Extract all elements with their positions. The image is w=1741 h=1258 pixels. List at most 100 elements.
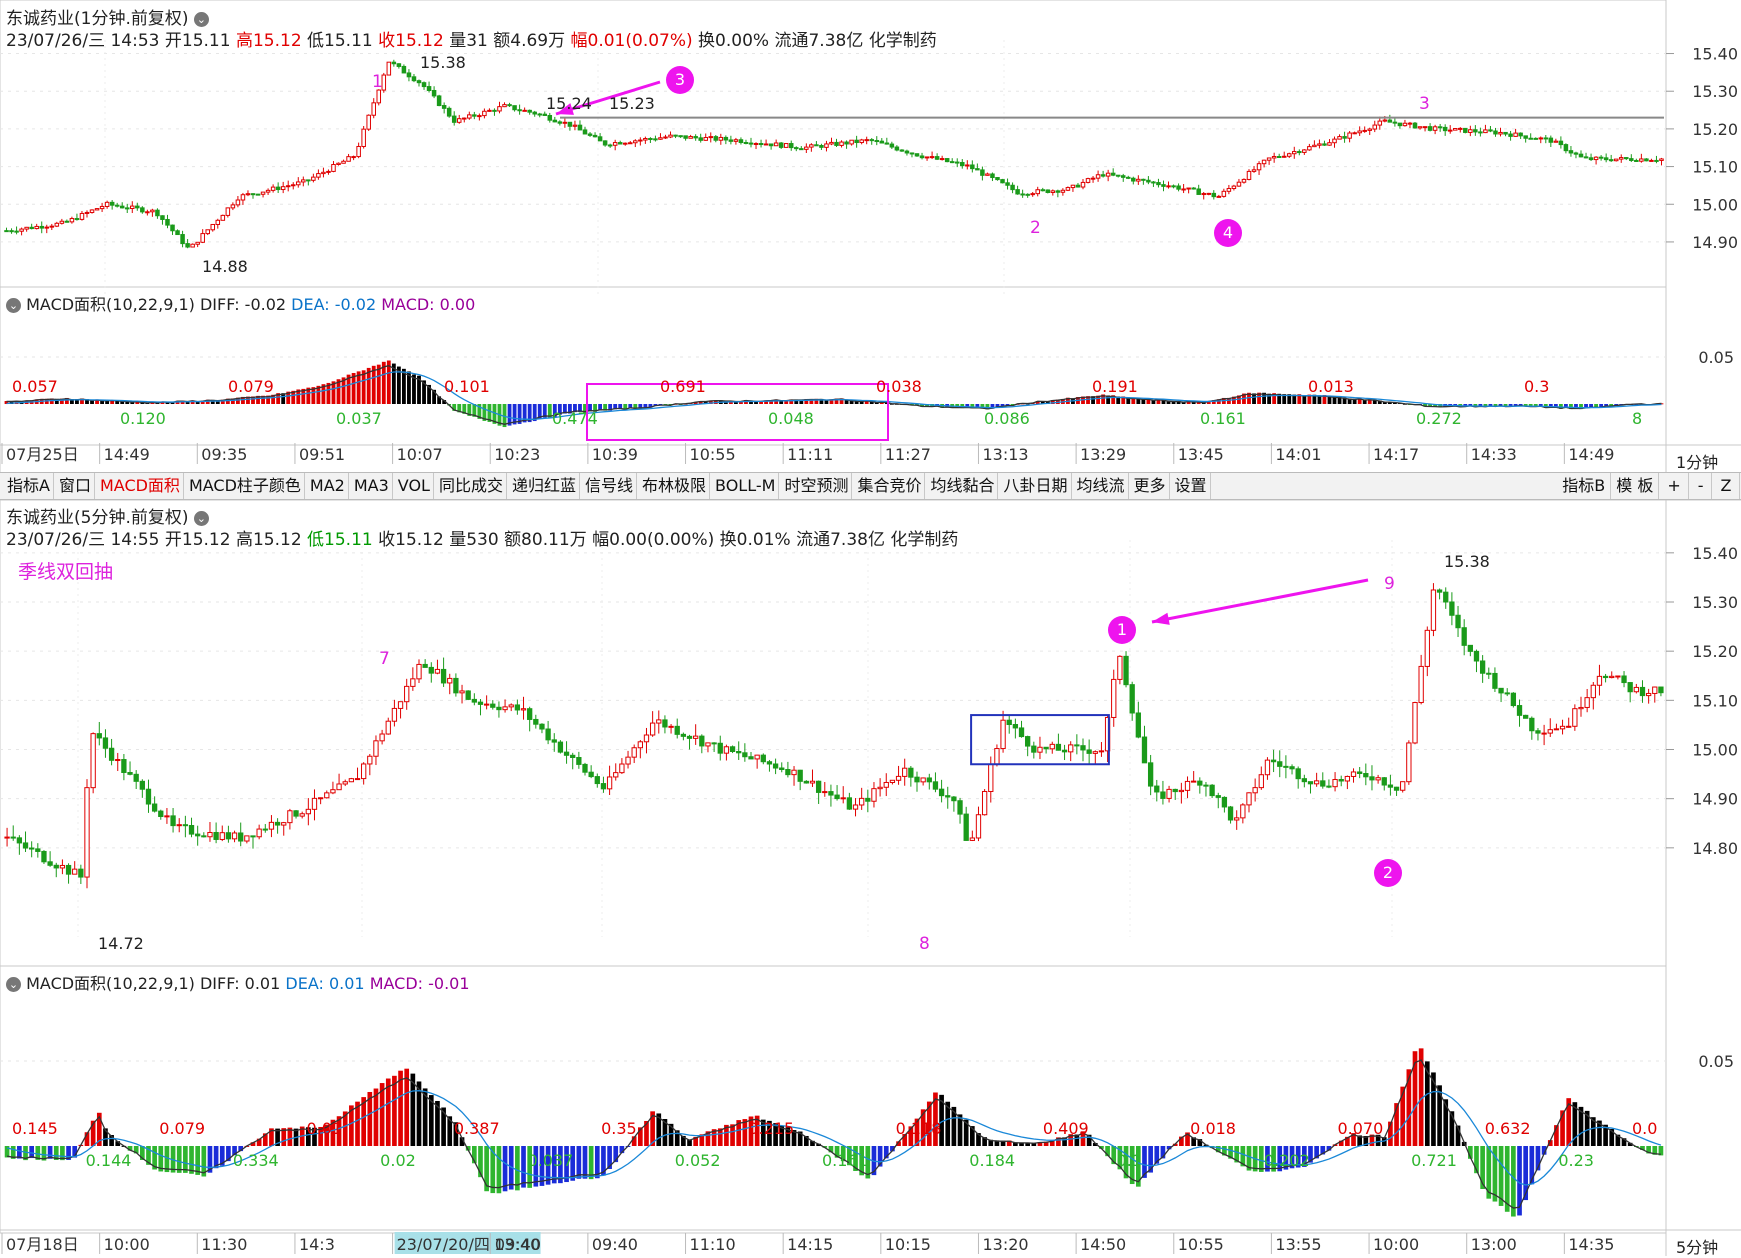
bottom-macd-bar xyxy=(41,1146,47,1161)
top-macd-bar xyxy=(170,402,175,404)
toolbar-item-5[interactable]: MA3 xyxy=(351,473,393,499)
top-candle-body xyxy=(949,161,955,164)
time-axis-label: 07月25日 xyxy=(6,445,79,464)
top-macd-bar xyxy=(1171,401,1176,404)
toolbar-right-item-1[interactable]: - xyxy=(1690,473,1713,499)
bottom-candle-body xyxy=(957,800,963,815)
top-candle-body xyxy=(1377,120,1383,126)
bottom-candle-body xyxy=(483,703,490,706)
top-candle-body xyxy=(311,176,316,181)
time-axis-label: 14:35 xyxy=(1568,1235,1614,1254)
chevron-down-icon[interactable]: ⌄ xyxy=(193,11,209,27)
bottom-candle-body xyxy=(865,797,871,802)
period-label-top[interactable]: 1分钟 xyxy=(1676,453,1719,472)
time-axis-label: 13:13 xyxy=(982,445,1028,464)
top-macd-bar xyxy=(648,404,653,408)
top-candle-body xyxy=(245,193,251,196)
bottom-candle-body xyxy=(311,797,318,810)
top-candle-body xyxy=(371,102,376,116)
top-candle-body xyxy=(396,63,402,67)
toolbar-item-15[interactable]: 八卦日期 xyxy=(1000,473,1072,499)
toolbar-item-8[interactable]: 递归红蓝 xyxy=(509,473,580,499)
top-candle-body xyxy=(391,61,397,65)
bottom-macd-bar xyxy=(1160,1146,1166,1159)
top-macd-bar xyxy=(1045,401,1050,404)
top-candle-body xyxy=(743,142,749,145)
toolbar-right-item-4[interactable]: 指标B xyxy=(1558,473,1611,499)
chevron-down-icon[interactable]: ⌄ xyxy=(193,510,209,526)
bottom-candle-body xyxy=(815,780,822,793)
top-candle-body xyxy=(482,110,487,117)
top-candle-body xyxy=(939,158,945,161)
bottom-macd-bar xyxy=(1363,1136,1369,1146)
toolbar-item-1[interactable]: 窗口 xyxy=(56,473,95,499)
top-macd-header[interactable]: ⌄ MACD面积(10,22,9,1) DIFF: -0.02 DEA: -0.… xyxy=(6,291,475,315)
toolbar-item-16[interactable]: 均线流 xyxy=(1074,473,1129,499)
bottom-macd-bar xyxy=(644,1120,649,1146)
top-candle-body xyxy=(1105,172,1111,177)
top-macd-bar xyxy=(1096,395,1101,404)
toolbar-item-10[interactable]: 布林极限 xyxy=(639,473,711,499)
toolbar-item-14[interactable]: 均线黏合 xyxy=(927,473,999,499)
bottom-candle-body xyxy=(477,701,484,705)
toolbar-item-6[interactable]: VOL xyxy=(395,473,434,499)
top-candle-body xyxy=(1095,174,1101,179)
top-panel-title[interactable]: 东诚药业(1分钟.前复权) ⌄ xyxy=(6,4,209,29)
top-macd-area-label: 0.191 xyxy=(1092,377,1138,396)
macd-diff: DIFF: -0.02 xyxy=(199,295,287,314)
bottom-macd-bar xyxy=(269,1128,274,1146)
toolbar-item-18[interactable]: 设置 xyxy=(1172,473,1211,499)
top-macd-bar xyxy=(276,393,281,404)
bottom-candle-body xyxy=(852,804,859,810)
top-candle-body xyxy=(1367,128,1372,131)
toolbar-item-4[interactable]: MA2 xyxy=(307,473,349,499)
period-label-bottom[interactable]: 5分钟 xyxy=(1676,1238,1719,1257)
top-macd-bar xyxy=(1428,404,1433,407)
bottom-candle-body xyxy=(772,763,779,769)
top-candle-body xyxy=(200,233,205,243)
toolbar-item-11[interactable]: BOLL-M xyxy=(712,473,780,499)
toolbar-item-13[interactable]: 集合竞价 xyxy=(854,473,926,499)
bottom-macd-bar xyxy=(637,1127,643,1146)
bottom-candle-body xyxy=(1559,725,1566,730)
bottom-panel-title[interactable]: 东诚药业(5分钟.前复权) ⌄ xyxy=(6,503,209,528)
top-candle-body xyxy=(693,136,698,139)
bottom-macd-bar xyxy=(1080,1131,1086,1146)
top-candle-body xyxy=(1216,195,1222,198)
toolbar-right-item-2[interactable]: + xyxy=(1660,473,1690,499)
toolbar-item-3[interactable]: MACD柱子颜色 xyxy=(186,473,305,499)
bottom-macd-header[interactable]: ⌄ MACD面积(10,22,9,1) DIFF: 0.01 DEA: 0.01… xyxy=(6,970,470,994)
top-macd-bar xyxy=(547,404,552,418)
bottom-macd-bar xyxy=(1603,1124,1608,1146)
top-candle-body xyxy=(985,173,990,176)
toolbar-right-item-0[interactable]: Z xyxy=(1713,473,1740,499)
top-candle-body xyxy=(1266,157,1272,161)
info-open: 开15.12 xyxy=(164,530,231,550)
bottom-candle-body xyxy=(754,754,760,760)
bottom-macd-bar xyxy=(385,1078,391,1146)
toolbar-item-0[interactable]: 指标A xyxy=(4,473,54,499)
top-candle-body xyxy=(587,133,593,136)
top-candle-body xyxy=(1372,124,1378,130)
toolbar-item-2[interactable]: MACD面积 xyxy=(97,473,184,499)
toolbar-right-item-3[interactable]: 模 板 xyxy=(1612,473,1659,499)
bottom-macd-bar xyxy=(693,1136,699,1146)
bottom-macd-bar xyxy=(146,1146,151,1165)
top-candle-body xyxy=(1332,138,1337,144)
toolbar-item-12[interactable]: 时空预测 xyxy=(781,473,853,499)
bottom-candle-body xyxy=(379,733,385,742)
bottom-candle-body xyxy=(453,677,459,694)
toolbar-item-7[interactable]: 同比成交 xyxy=(436,473,507,499)
bottom-macd-bar xyxy=(1400,1086,1406,1146)
info-vol: 量31 xyxy=(449,31,488,51)
chevron-down-icon[interactable]: ⌄ xyxy=(6,977,21,992)
time-axis-label: 14:49 xyxy=(104,445,150,464)
top-candle-body xyxy=(970,164,975,170)
top-candle-body xyxy=(622,142,628,145)
bottom-candle-body xyxy=(219,832,225,840)
bottom-macd-bar xyxy=(490,1146,496,1194)
top-macd-bar xyxy=(1352,398,1357,404)
chevron-down-icon[interactable]: ⌄ xyxy=(6,298,21,313)
toolbar-item-17[interactable]: 更多 xyxy=(1131,473,1170,499)
toolbar-item-9[interactable]: 信号线 xyxy=(582,473,637,499)
